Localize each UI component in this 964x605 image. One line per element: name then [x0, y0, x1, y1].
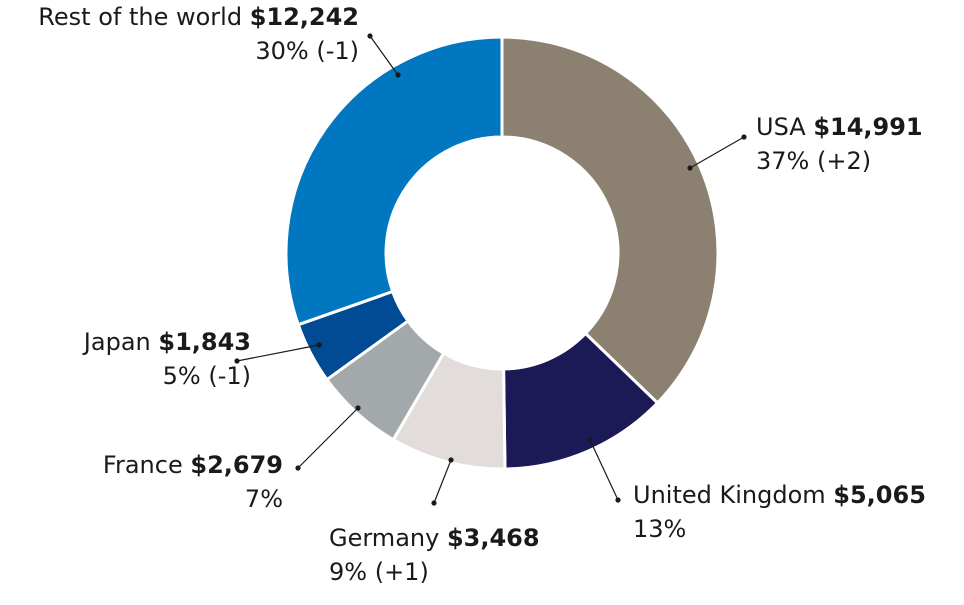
- label-germany: Germany $3,468 9% (+1): [329, 521, 540, 589]
- label-rest-pct: 30% (-1): [255, 37, 359, 65]
- leader-dot-japan-1: [234, 358, 240, 364]
- label-france: France $2,679 7%: [103, 448, 283, 516]
- label-usa-pct: 37% (+2): [756, 147, 872, 175]
- label-japan-name: Japan: [83, 328, 151, 356]
- label-germany-name: Germany: [329, 524, 440, 552]
- leader-dot-rest-of-the-world-1: [367, 33, 373, 39]
- label-usa-name: USA: [756, 113, 806, 141]
- leader-dot-united-kingdom-0: [587, 437, 593, 443]
- label-united-kingdom: United Kingdom $5,065 13%: [633, 478, 926, 546]
- label-japan-pct: 5% (-1): [162, 362, 251, 390]
- slice-usa: [500, 35, 720, 406]
- leader-line-united-kingdom: [589, 439, 619, 501]
- label-uk-pct: 13%: [633, 515, 687, 543]
- label-rest-amount: $12,242: [249, 3, 359, 31]
- label-usa-amount: $14,991: [813, 113, 923, 141]
- leader-line-germany: [433, 459, 452, 504]
- label-germany-amount: $3,468: [446, 524, 540, 552]
- leader-line-rest-of-the-world: [369, 35, 399, 76]
- label-france-pct: 7%: [244, 485, 283, 513]
- label-rest-name: Rest of the world: [38, 3, 243, 31]
- leader-dot-usa-1: [741, 134, 747, 140]
- leader-dot-germany-0: [448, 457, 454, 463]
- slice-rest-of-the-world: [284, 35, 504, 327]
- label-france-name: France: [102, 451, 183, 479]
- leader-dot-united-kingdom-1: [615, 497, 621, 503]
- label-usa: USA $14,991 37% (+2): [756, 110, 923, 178]
- label-germany-pct: 9% (+1): [329, 558, 429, 586]
- label-uk-name: United Kingdom: [633, 481, 826, 509]
- leader-dot-rest-of-the-world-0: [395, 72, 401, 78]
- leader-dot-france-1: [295, 465, 301, 471]
- label-japan-amount: $1,843: [158, 328, 251, 356]
- leader-line-usa: [689, 136, 745, 169]
- leader-dot-usa-0: [687, 165, 693, 171]
- leader-line-japan: [236, 344, 320, 362]
- leader-line-france: [297, 407, 359, 469]
- label-france-amount: $2,679: [190, 451, 283, 479]
- leader-dot-germany-1: [431, 500, 437, 506]
- label-uk-amount: $5,065: [833, 481, 926, 509]
- label-rest-of-world: Rest of the world $12,242 30% (-1): [38, 0, 359, 68]
- leader-dot-japan-0: [316, 342, 322, 348]
- label-japan: Japan $1,843 5% (-1): [84, 325, 251, 393]
- leader-dot-france-0: [355, 405, 361, 411]
